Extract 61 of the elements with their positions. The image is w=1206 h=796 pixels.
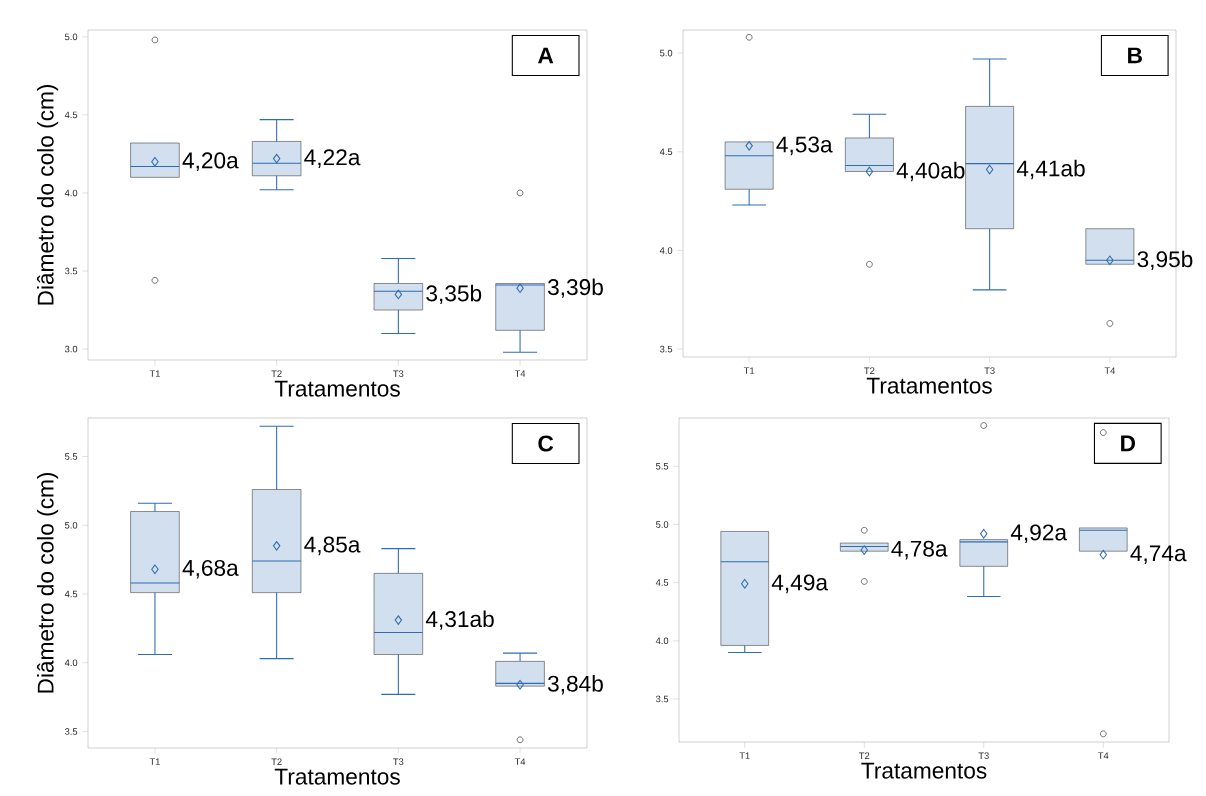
- y-tick-label: 4.5: [64, 111, 78, 119]
- x-tick-label: T3: [978, 752, 989, 759]
- x-axis-title: Tratamentos: [274, 768, 400, 785]
- y-tick-label: 4.5: [64, 590, 78, 598]
- x-tick-label: T4: [1098, 752, 1109, 759]
- x-tick-label: T1: [149, 370, 160, 377]
- x-tick-label: T2: [271, 370, 282, 377]
- y-tick-label: 5.5: [656, 463, 669, 470]
- annotation: 4,74a: [1130, 545, 1187, 564]
- y-tick-label: 3.5: [659, 345, 673, 353]
- x-axis-title: Tratamentos: [866, 377, 992, 394]
- annotation: A: [538, 47, 554, 64]
- annotation: 3,39b: [547, 278, 603, 298]
- annotation: 3,84b: [547, 675, 603, 695]
- y-tick-label: 3.0: [64, 345, 78, 353]
- y-tick-label: 4.5: [659, 148, 673, 155]
- y-axis-title: Diâmetro do colo (cm): [36, 472, 59, 693]
- annotation: 4,92a: [1010, 524, 1068, 544]
- annotation: 4,68a: [182, 559, 239, 579]
- annotation: 4,78a: [891, 540, 948, 560]
- annotation: C: [538, 435, 554, 452]
- x-tick-label: T4: [1104, 367, 1116, 374]
- y-tick-label: 5.0: [656, 521, 669, 528]
- x-tick-label: T4: [514, 370, 526, 377]
- x-axis-title: Tratamentos: [861, 762, 987, 779]
- annotation: 3,35b: [426, 284, 482, 305]
- x-tick-label: T2: [864, 367, 875, 374]
- x-tick-label: T1: [149, 758, 160, 765]
- y-tick-label: 4.0: [64, 659, 78, 667]
- x-tick-label: T3: [393, 758, 404, 765]
- annotation: 3,95b: [1137, 250, 1193, 270]
- y-tick-label: 5.0: [660, 49, 673, 57]
- x-tick-label: T1: [739, 752, 750, 759]
- y-tick-label: 3.5: [655, 695, 669, 703]
- x-tick-label: T2: [859, 752, 870, 759]
- y-tick-label: 4.0: [659, 247, 673, 254]
- y-tick-label: 3.5: [64, 728, 78, 735]
- y-tick-label: 3.5: [64, 267, 78, 275]
- y-tick-label: 5.5: [65, 453, 78, 460]
- annotation: 4,53a: [776, 136, 833, 156]
- x-tick-label: T2: [271, 758, 282, 765]
- annotation: 4,41ab: [1016, 159, 1085, 180]
- y-tick-label: 5.0: [65, 521, 78, 529]
- annotation: B: [1128, 47, 1142, 64]
- annotation: 4,49a: [771, 574, 829, 594]
- annotation: D: [1121, 435, 1136, 452]
- annotation: 4,85a: [304, 536, 361, 556]
- y-tick-label: 4.0: [655, 637, 669, 645]
- x-tick-label: T3: [393, 370, 404, 377]
- x-tick-label: T3: [984, 367, 995, 374]
- x-axis-title: Tratamentos: [274, 380, 400, 397]
- y-tick-label: 4.5: [655, 579, 669, 586]
- x-tick-label: T4: [514, 758, 526, 765]
- y-tick-label: 4.0: [64, 189, 78, 197]
- annotation: 4,22a: [304, 149, 361, 168]
- x-tick-label: T1: [743, 367, 755, 374]
- annotation: 4,31ab: [425, 610, 494, 630]
- annotation: 4,40ab: [896, 161, 965, 182]
- annotation: 4,20a: [182, 152, 239, 172]
- y-tick-label: 5.0: [65, 33, 78, 41]
- y-axis-title: Diâmetro do colo (cm): [36, 84, 59, 305]
